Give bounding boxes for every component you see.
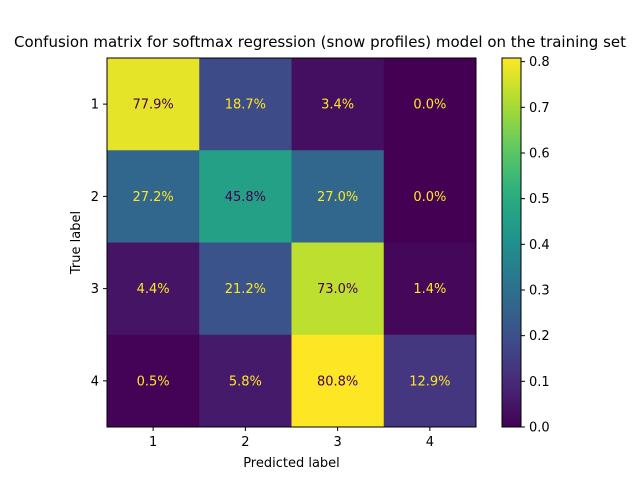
colorbar-tick-label: 0.5 xyxy=(529,192,550,207)
colorbar-tick-label: 0.4 xyxy=(529,238,550,253)
y-tick-label: 1 xyxy=(91,98,99,113)
heatmap-cell xyxy=(107,242,200,336)
cell-value-label: 3.4% xyxy=(321,98,354,113)
colorbar-tick-label: 0.1 xyxy=(529,375,550,390)
x-tick-label: 2 xyxy=(241,435,249,450)
heatmap-cell xyxy=(291,334,385,428)
heatmap-cell xyxy=(291,242,385,336)
x-tick-label: 3 xyxy=(333,435,341,450)
y-tick-label: 2 xyxy=(91,190,99,205)
x-axis-ticks: 1 2 3 4 xyxy=(149,427,434,450)
colorbar-tick-label: 0.7 xyxy=(529,101,550,116)
cell-value-label: 0.5% xyxy=(137,374,170,389)
cell-value-label: 5.8% xyxy=(229,374,262,389)
x-tick-label: 4 xyxy=(426,435,434,450)
y-tick-label: 3 xyxy=(91,282,99,297)
cell-value-label: 1.4% xyxy=(413,282,446,297)
cell-value-label: 12.9% xyxy=(409,374,450,389)
colorbar-tick-label: 0.3 xyxy=(529,283,550,298)
heatmap-cell xyxy=(383,334,477,428)
cell-value-label: 0.0% xyxy=(413,98,446,113)
plot-frame xyxy=(106,57,477,428)
cell-value-label: 27.0% xyxy=(317,190,358,205)
colorbar-tick-label: 0.2 xyxy=(529,329,550,344)
cell-value-label: 21.2% xyxy=(225,282,266,297)
colorbar-frame xyxy=(501,57,522,428)
heatmap-cell xyxy=(107,150,200,243)
cell-value-label: 73.0% xyxy=(317,282,358,297)
x-axis-label: Predicted label xyxy=(243,456,340,471)
heatmap-cell xyxy=(291,150,385,243)
heatmap-cell xyxy=(383,58,477,151)
cell-value-label: 4.4% xyxy=(137,282,170,297)
heatmap-cell xyxy=(199,58,292,151)
cell-value-label: 18.7% xyxy=(225,98,266,113)
heatmap-cell xyxy=(107,334,200,428)
heatmap-cell xyxy=(199,334,292,428)
x-tick-label: 1 xyxy=(149,435,157,450)
heatmap-cell-labels: 77.9% 18.7% 3.4% 0.0% 27.2% 45.8% 27.0% 0.0% 4.4… xyxy=(132,98,450,390)
cell-value-label: 77.9% xyxy=(132,98,173,113)
colorbar xyxy=(502,58,521,427)
heatmap-cell xyxy=(199,242,292,336)
y-tick-label: 4 xyxy=(91,374,99,389)
heatmap-cell xyxy=(107,58,200,151)
cell-value-label: 27.2% xyxy=(132,190,173,205)
colorbar-tick-label: 0.6 xyxy=(529,146,550,161)
y-axis-label: True label xyxy=(69,211,84,275)
title-area: Confusion matrix for softmax regression … xyxy=(0,0,640,60)
chart-title: Confusion matrix for softmax regression … xyxy=(14,33,626,51)
heatmap-cell xyxy=(199,150,292,243)
y-axis-ticks: 1 2 3 4 xyxy=(91,98,107,389)
cell-value-label: 80.8% xyxy=(317,374,358,389)
colorbar-tick-label: 0.8 xyxy=(529,55,550,70)
cell-value-label: 45.8% xyxy=(225,190,266,205)
colorbar-ticks: 0.0 0.1 0.2 0.3 0.4 0.5 0.6 0.7 0.8 xyxy=(521,55,550,436)
heatmap-cell xyxy=(291,58,385,151)
heatmap-cell xyxy=(383,242,477,336)
colorbar-tick-label: 0.0 xyxy=(529,421,550,436)
heatmap-cell xyxy=(383,150,477,243)
cell-value-label: 0.0% xyxy=(413,190,446,205)
heatmap-cells xyxy=(107,58,477,428)
